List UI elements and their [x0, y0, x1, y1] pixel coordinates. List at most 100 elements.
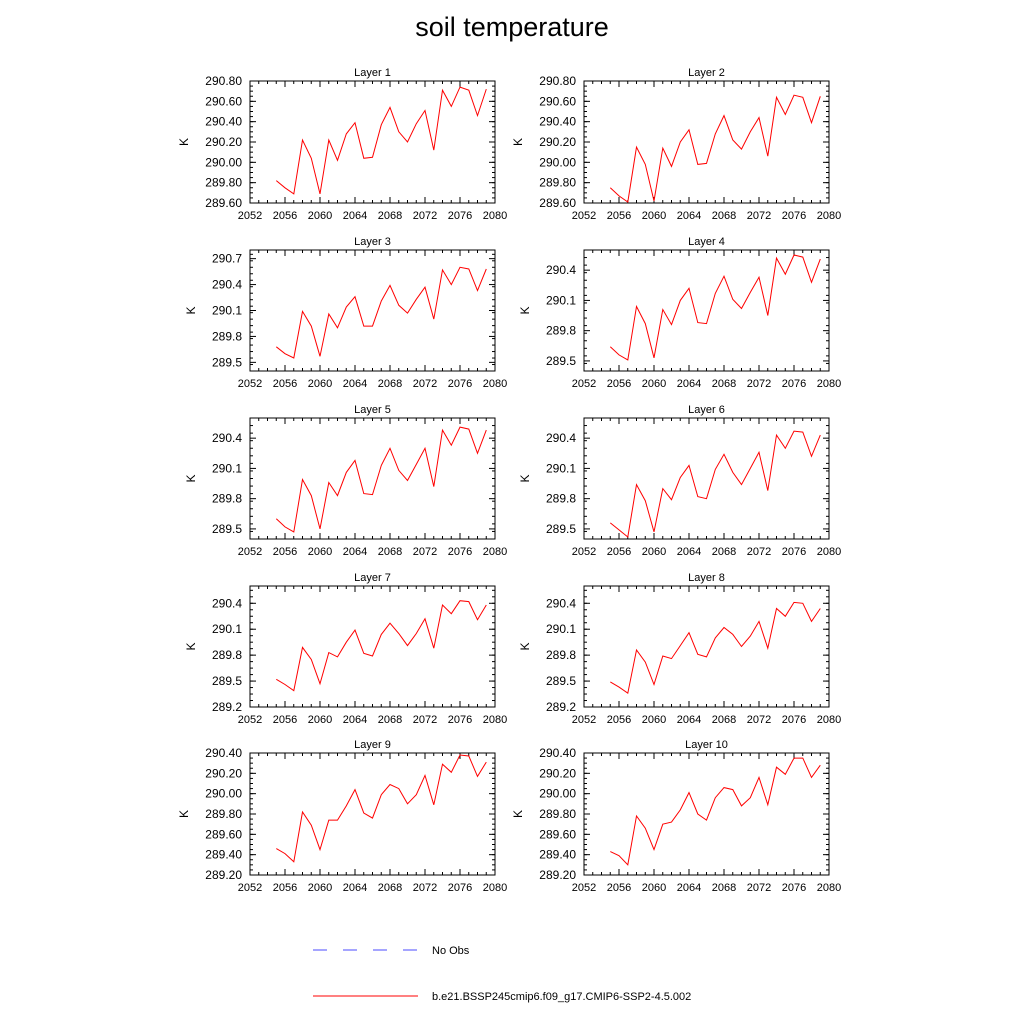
y-tick-label: 290.60	[539, 94, 576, 108]
y-tick-label: 289.80	[539, 176, 576, 190]
x-tick-label: 2052	[238, 546, 262, 558]
y-tick-label: 289.8	[212, 329, 242, 343]
plot-frame	[249, 249, 496, 372]
x-tick-label: 2076	[782, 546, 806, 558]
panel-title: Layer 7	[354, 572, 391, 584]
y-tick-label: 289.5	[546, 522, 576, 536]
x-tick-label: 2060	[642, 210, 666, 222]
x-tick-label: 2056	[273, 378, 297, 390]
y-axis-label: K	[518, 642, 532, 650]
x-tick-label: 2052	[572, 210, 596, 222]
plot-frame	[583, 752, 830, 876]
y-tick-label: 290.4	[546, 431, 576, 445]
y-tick-label: 289.5	[212, 355, 242, 369]
x-tick-label: 2064	[677, 210, 701, 222]
series-line	[609, 94, 821, 203]
plot-frame	[583, 417, 830, 540]
x-tick-label: 2064	[343, 546, 367, 558]
x-tick-label: 2068	[378, 714, 402, 726]
y-tick-label: 289.5	[212, 674, 242, 688]
x-tick-label: 2068	[378, 378, 402, 390]
panel-layer-3: Layer 3 2052 2056 2060 2064 2068 2072 2076 2080 2…	[184, 236, 507, 390]
x-tick-label: 2072	[413, 210, 437, 222]
x-tick-label: 2072	[747, 210, 771, 222]
x-tick-label: 2068	[712, 882, 736, 894]
y-tick-label: 290.20	[205, 135, 242, 149]
x-tick-label: 2080	[817, 546, 841, 558]
y-tick-label: 290.80	[205, 74, 242, 88]
x-tick-label: 2068	[712, 378, 736, 390]
x-tick-label: 2064	[343, 714, 367, 726]
plot-frame	[249, 417, 496, 540]
x-tick-label: 2060	[308, 714, 332, 726]
panel-layer-1: Layer 1 2052 2056 2060 2064 2068 2072 2076 2080 2…	[177, 67, 507, 222]
x-tick-label: 2072	[413, 378, 437, 390]
x-tick-label: 2080	[817, 210, 841, 222]
panel-title: Layer 2	[688, 67, 725, 79]
x-tick-label: 2056	[273, 882, 297, 894]
series-line	[275, 86, 487, 195]
x-tick-label: 2060	[642, 378, 666, 390]
x-tick-label: 2056	[607, 378, 631, 390]
y-tick-label: 289.40	[205, 848, 242, 862]
panel-layer-2: Layer 2 2052 2056 2060 2064 2068 2072 2076 2080 2…	[511, 67, 841, 222]
y-tick-label: 289.60	[539, 827, 576, 841]
panel-layer-9: Layer 9 2052 2056 2060 2064 2068 2072 2076 2080 2…	[177, 739, 507, 894]
y-tick-label: 289.8	[212, 648, 242, 662]
y-tick-label: 289.60	[205, 196, 242, 210]
y-tick-label: 289.8	[546, 324, 576, 338]
y-tick-label: 290.4	[546, 263, 576, 277]
panel-title: Layer 9	[354, 739, 391, 751]
panel-title: Layer 6	[688, 404, 725, 416]
x-tick-label: 2076	[448, 210, 472, 222]
y-tick-label: 289.8	[546, 492, 576, 506]
y-tick-label: 290.4	[546, 596, 576, 610]
y-tick-label: 290.1	[212, 622, 242, 636]
x-tick-label: 2072	[747, 714, 771, 726]
y-tick-label: 290.00	[205, 155, 242, 169]
y-tick-label: 290.20	[205, 766, 242, 780]
x-tick-label: 2072	[413, 882, 437, 894]
panel-layer-8: Layer 8 2052 2056 2060 2064 2068 2072 2076 2080 2…	[518, 572, 841, 726]
x-tick-label: 2076	[782, 882, 806, 894]
panel-layer-7: Layer 7 2052 2056 2060 2064 2068 2072 2076 2080 2…	[184, 572, 507, 726]
x-tick-label: 2064	[343, 210, 367, 222]
panel-title: Layer 5	[354, 404, 391, 416]
x-tick-label: 2064	[677, 714, 701, 726]
panel-layer-6: Layer 6 2052 2056 2060 2064 2068 2072 2076 2080 2…	[518, 404, 841, 558]
plot-frame	[249, 752, 496, 876]
y-tick-label: 290.00	[539, 787, 576, 801]
panel-title: Layer 10	[685, 739, 728, 751]
x-tick-label: 2072	[747, 378, 771, 390]
x-tick-label: 2072	[747, 546, 771, 558]
y-tick-label: 289.5	[212, 522, 242, 536]
y-tick-label: 290.4	[212, 431, 242, 445]
y-tick-label: 290.60	[205, 94, 242, 108]
series-line	[609, 254, 821, 361]
plot-frame	[249, 80, 496, 204]
y-tick-label: 290.1	[546, 461, 576, 475]
x-tick-label: 2052	[572, 882, 596, 894]
y-tick-label: 290.40	[205, 746, 242, 760]
x-tick-label: 2080	[483, 210, 507, 222]
x-tick-label: 2060	[642, 882, 666, 894]
x-tick-label: 2056	[273, 210, 297, 222]
x-tick-label: 2064	[343, 882, 367, 894]
x-tick-label: 2056	[607, 546, 631, 558]
y-tick-label: 290.40	[539, 746, 576, 760]
x-tick-label: 2056	[607, 714, 631, 726]
y-tick-label: 289.20	[205, 868, 242, 882]
y-tick-label: 290.80	[539, 74, 576, 88]
y-tick-label: 289.40	[539, 848, 576, 862]
x-tick-label: 2076	[448, 882, 472, 894]
panel-title: Layer 3	[354, 236, 391, 248]
x-tick-label: 2056	[273, 714, 297, 726]
figure-title: soil temperature	[415, 12, 609, 42]
x-tick-label: 2076	[448, 378, 472, 390]
y-tick-label: 289.60	[539, 196, 576, 210]
y-tick-label: 290.1	[546, 293, 576, 307]
y-tick-label: 290.20	[539, 766, 576, 780]
x-tick-label: 2080	[483, 714, 507, 726]
x-tick-label: 2060	[642, 546, 666, 558]
